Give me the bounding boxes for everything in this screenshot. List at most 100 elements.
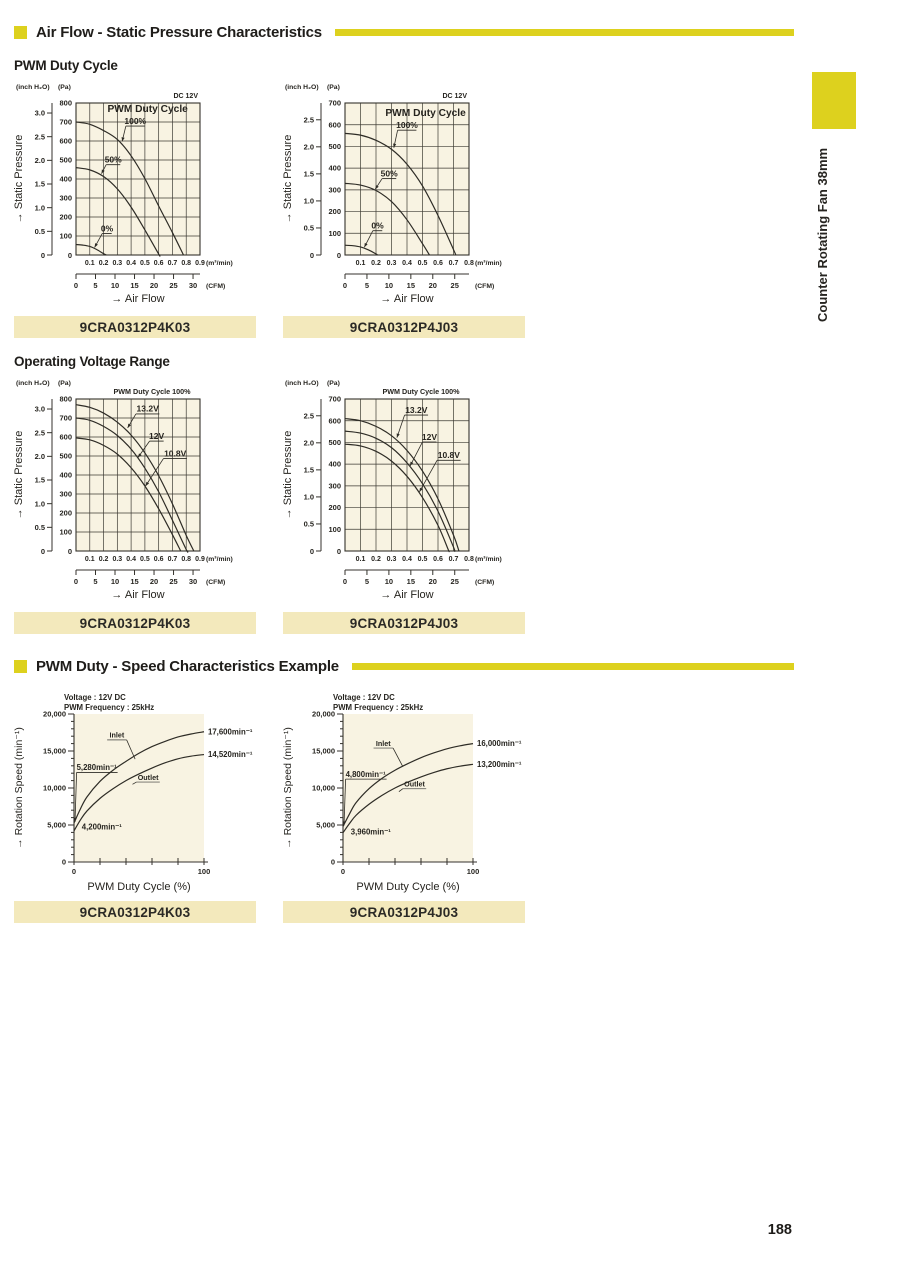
section-bullet-icon <box>14 659 27 673</box>
svg-text:PWM Duty Cycle 100%: PWM Duty Cycle 100% <box>113 387 191 396</box>
svg-text:(inch H₂O): (inch H₂O) <box>285 380 319 387</box>
svg-text:100: 100 <box>198 867 211 876</box>
svg-text:0.8: 0.8 <box>181 556 191 563</box>
svg-text:800: 800 <box>59 395 72 404</box>
svg-text:100: 100 <box>328 229 341 238</box>
svg-text:20: 20 <box>429 281 437 290</box>
svg-text:100%: 100% <box>396 120 418 130</box>
svg-text:15: 15 <box>407 577 415 586</box>
svg-text:(Pa): (Pa) <box>58 84 71 91</box>
svg-text:5: 5 <box>93 577 97 586</box>
svg-text:(m³/min): (m³/min) <box>206 556 233 563</box>
svg-text:(Pa): (Pa) <box>58 380 71 387</box>
svg-text:2.5: 2.5 <box>304 115 314 124</box>
svg-text:0.8: 0.8 <box>464 556 474 563</box>
svg-text:0.8: 0.8 <box>181 260 191 267</box>
svg-text:(CFM): (CFM) <box>475 579 494 586</box>
section-rule <box>351 662 794 670</box>
svg-text:300: 300 <box>59 194 72 203</box>
svg-text:50%: 50% <box>105 154 122 164</box>
svg-text:PWM Duty Cycle: PWM Duty Cycle <box>107 104 188 115</box>
svg-text:→ Static Pressure: → Static Pressure <box>14 431 25 520</box>
svg-text:500: 500 <box>328 438 341 447</box>
svg-text:→ Static Pressure: → Static Pressure <box>283 431 294 520</box>
svg-text:12V: 12V <box>149 431 164 441</box>
svg-text:DC 12V: DC 12V <box>442 93 467 100</box>
svg-text:0.5: 0.5 <box>140 556 150 563</box>
svg-text:100: 100 <box>467 867 480 876</box>
svg-text:10.8V: 10.8V <box>438 450 461 460</box>
svg-text:0.9: 0.9 <box>195 260 205 267</box>
svg-text:20,000: 20,000 <box>312 710 335 719</box>
svg-text:0.6: 0.6 <box>154 556 164 563</box>
svg-text:2.5: 2.5 <box>304 411 314 420</box>
svg-text:0.2: 0.2 <box>99 556 109 563</box>
svg-text:700: 700 <box>328 99 341 108</box>
svg-text:0.4: 0.4 <box>126 556 136 563</box>
svg-text:(inch H₂O): (inch H₂O) <box>285 84 319 91</box>
svg-text:0.8: 0.8 <box>464 260 474 267</box>
svg-text:0.1: 0.1 <box>356 556 366 563</box>
part-number-label: 9CRA0312P4J03 <box>283 901 525 923</box>
svg-text:5: 5 <box>93 281 97 290</box>
svg-text:0.9: 0.9 <box>195 556 205 563</box>
svg-text:PWM Duty Cycle (%): PWM Duty Cycle (%) <box>356 881 459 893</box>
svg-text:15: 15 <box>130 577 138 586</box>
svg-text:400: 400 <box>328 460 341 469</box>
page-content: Air Flow - Static Pressure Characteristi… <box>14 22 794 923</box>
svg-text:0: 0 <box>72 867 76 876</box>
svg-text:2.0: 2.0 <box>304 438 314 447</box>
svg-text:10.8V: 10.8V <box>164 448 187 458</box>
svg-text:0.2: 0.2 <box>371 556 381 563</box>
pressure-chart-canvas: (inch H₂O) (Pa)DC 12V10020030040050060070… <box>283 84 502 305</box>
section-rule <box>334 28 794 36</box>
svg-text:0: 0 <box>68 547 72 556</box>
svg-text:→ Air Flow: → Air Flow <box>380 293 433 305</box>
svg-text:16,000min⁻¹: 16,000min⁻¹ <box>477 739 522 748</box>
svg-text:25: 25 <box>169 577 177 586</box>
svg-text:→ Rotation Speed (min⁻¹): → Rotation Speed (min⁻¹) <box>14 727 25 849</box>
svg-text:0: 0 <box>74 281 78 290</box>
svg-text:20: 20 <box>429 577 437 586</box>
svg-text:PWM Duty Cycle 100%: PWM Duty Cycle 100% <box>382 387 460 396</box>
svg-text:10: 10 <box>385 577 393 586</box>
svg-text:25: 25 <box>451 281 459 290</box>
svg-text:0: 0 <box>68 251 72 260</box>
svg-text:200: 200 <box>59 213 72 222</box>
svg-text:0.3: 0.3 <box>387 260 397 267</box>
svg-text:PWM Frequency : 25kHz: PWM Frequency : 25kHz <box>64 703 154 712</box>
svg-text:0.5: 0.5 <box>418 556 428 563</box>
part-number-label: 9CRA0312P4J03 <box>283 612 525 634</box>
svg-text:13.2V: 13.2V <box>405 405 428 415</box>
svg-text:0.7: 0.7 <box>168 260 178 267</box>
svg-text:400: 400 <box>328 164 341 173</box>
svg-text:500: 500 <box>59 452 72 461</box>
svg-text:2.5: 2.5 <box>35 132 45 141</box>
svg-text:2.0: 2.0 <box>35 156 45 165</box>
svg-text:0.5: 0.5 <box>304 520 314 529</box>
chart-pwm-duty-p4k03: (inch H₂O) (Pa) DC 12V 100 200 300 400 500 600 70… <box>14 79 256 338</box>
svg-text:0: 0 <box>62 858 66 867</box>
chart-voltage-p4j03: (inch H₂O) (Pa) PWM Duty Cycle 100% 100 200 3… <box>283 375 525 634</box>
svg-text:200: 200 <box>328 207 341 216</box>
svg-text:→ Static Pressure: → Static Pressure <box>283 135 294 224</box>
svg-text:Inlet: Inlet <box>376 739 391 748</box>
svg-text:DC 12V: DC 12V <box>173 93 198 100</box>
section-title-pwm-speed: PWM Duty - Speed Characteristics Example <box>36 657 339 675</box>
svg-text:0.7: 0.7 <box>449 556 459 563</box>
section-header-pwm-speed: PWM Duty - Speed Characteristics Example <box>14 656 794 676</box>
svg-text:0.5: 0.5 <box>140 260 150 267</box>
svg-text:1.5: 1.5 <box>304 169 314 178</box>
svg-text:0.6: 0.6 <box>433 556 443 563</box>
svg-text:800: 800 <box>59 99 72 108</box>
svg-text:2.5: 2.5 <box>35 428 45 437</box>
svg-text:20,000: 20,000 <box>43 710 66 719</box>
svg-text:100: 100 <box>328 525 341 534</box>
svg-text:12V: 12V <box>422 432 437 442</box>
svg-text:Outlet: Outlet <box>404 780 425 789</box>
svg-text:300: 300 <box>328 481 341 490</box>
svg-text:→ Air Flow: → Air Flow <box>111 589 164 601</box>
svg-text:5,000: 5,000 <box>47 821 66 830</box>
svg-text:25: 25 <box>169 281 177 290</box>
